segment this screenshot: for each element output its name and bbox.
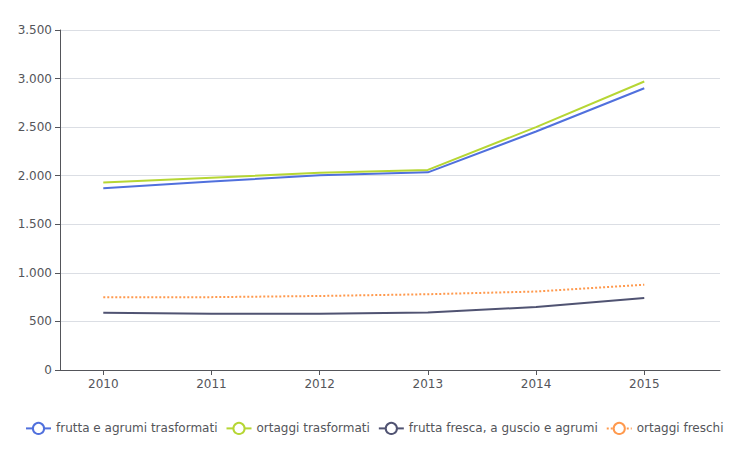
svg-text:2.500: 2.500: [18, 120, 52, 134]
svg-text:ortaggi trasformati: ortaggi trasformati: [257, 421, 370, 435]
svg-text:2011: 2011: [196, 377, 227, 391]
svg-text:3.000: 3.000: [18, 72, 52, 86]
svg-text:2014: 2014: [521, 377, 552, 391]
svg-text:frutta fresca, a guscio e agru: frutta fresca, a guscio e agrumi: [409, 421, 598, 435]
svg-text:1.500: 1.500: [18, 217, 52, 231]
svg-text:1.000: 1.000: [18, 266, 52, 280]
svg-text:2010: 2010: [88, 377, 119, 391]
svg-text:2012: 2012: [304, 377, 335, 391]
svg-text:0: 0: [44, 363, 52, 377]
svg-text:3.500: 3.500: [18, 23, 52, 37]
svg-text:2013: 2013: [413, 377, 444, 391]
svg-text:500: 500: [29, 314, 52, 328]
svg-text:2.000: 2.000: [18, 169, 52, 183]
svg-text:2015: 2015: [629, 377, 660, 391]
svg-text:frutta e agrumi trasformati: frutta e agrumi trasformati: [56, 421, 218, 435]
svg-text:ortaggi freschi: ortaggi freschi: [637, 421, 724, 435]
